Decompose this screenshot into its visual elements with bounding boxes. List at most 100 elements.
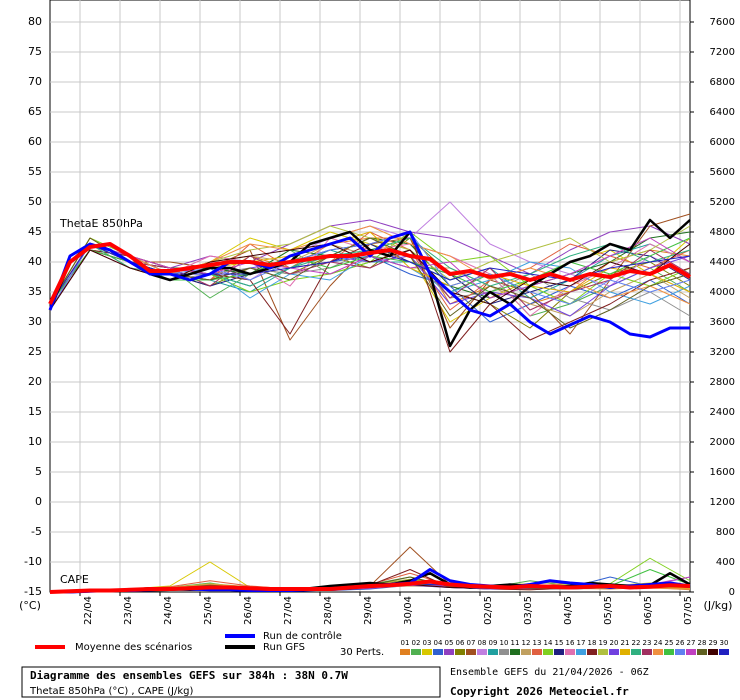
series-line <box>48 242 692 305</box>
x-tick-label: 27/04 <box>283 596 294 625</box>
y-tick-label: 70 <box>28 75 42 88</box>
pert-legend-label: 29 <box>709 639 718 647</box>
x-tick-label: 05/05 <box>603 596 614 625</box>
y2-tick-label: 3200 <box>710 347 735 358</box>
x-tick-label: 04/05 <box>563 596 574 625</box>
y2-tick-label: 2800 <box>710 377 735 388</box>
x-tick-label: 23/04 <box>123 596 134 625</box>
pert-legend-swatch <box>675 649 685 655</box>
pert-legend-swatch <box>554 649 564 655</box>
x-tick-label: 30/04 <box>403 596 414 625</box>
pert-legend-label: 13 <box>533 639 542 647</box>
x-tick-label: 29/04 <box>363 596 374 625</box>
y2-tick-label: 3600 <box>710 317 735 328</box>
y-tick-label: 0 <box>35 495 42 508</box>
pert-legend-swatch <box>642 649 652 655</box>
pert-legend-label: 06 <box>456 639 465 647</box>
pert-legend-label: 21 <box>621 639 630 647</box>
y2-tick-label: 800 <box>716 527 735 538</box>
y-tick-label: 45 <box>28 225 42 238</box>
chart-title: Diagramme des ensembles GEFS sur 384h : … <box>30 669 348 682</box>
pert-legend-label: 16 <box>566 639 575 647</box>
legend-label: Run GFS <box>263 642 305 653</box>
pert-legend-label: 22 <box>632 639 641 647</box>
y2-axis-label: (J/kg) <box>704 599 733 612</box>
x-tick-label: 25/04 <box>203 596 214 625</box>
pert-legend-swatch <box>565 649 575 655</box>
y2-tick-label: 2000 <box>710 437 735 448</box>
y-tick-label: -10 <box>24 555 42 568</box>
y-tick-label: 55 <box>28 165 42 178</box>
pert-legend-label: 10 <box>500 639 509 647</box>
pert-legend-swatch <box>499 649 509 655</box>
y2-tick-label: 7600 <box>710 17 735 28</box>
pert-legend-label: 24 <box>654 639 663 647</box>
pert-legend-swatch <box>510 649 520 655</box>
run-label: Ensemble GEFS du 21/04/2026 - 06Z <box>450 667 649 678</box>
y-tick-label: -5 <box>31 525 42 538</box>
pert-legend-label: 12 <box>522 639 531 647</box>
pert-legend-label: 26 <box>676 639 685 647</box>
pert-legend-label: 03 <box>423 639 432 647</box>
y2-tick-label: 6400 <box>710 107 735 118</box>
x-tick-label: 02/05 <box>483 596 494 625</box>
y-axis-label: (°C) <box>19 599 41 612</box>
pert-legend-swatch <box>697 649 707 655</box>
pert-legend-label: 01 <box>401 639 410 647</box>
y2-tick-label: 6000 <box>710 137 735 148</box>
pert-legend-label: 14 <box>544 639 553 647</box>
y2-tick-label: 5600 <box>710 167 735 178</box>
x-tick-label: 07/05 <box>683 596 694 625</box>
copyright: Copyright 2026 Meteociel.fr <box>450 685 629 698</box>
pert-legend-label: 25 <box>665 639 674 647</box>
x-tick-label: 22/04 <box>83 596 94 625</box>
y-tick-label: 20 <box>28 375 42 388</box>
pert-legend-swatch <box>631 649 641 655</box>
y-tick-label: 15 <box>28 405 42 418</box>
series-line <box>48 218 691 348</box>
pert-legend-label: 19 <box>599 639 608 647</box>
pert-legend-label: 30 <box>720 639 729 647</box>
legend-label: Run de contrôle <box>263 630 342 642</box>
y-tick-label: 5 <box>35 465 42 478</box>
x-tick-label: 24/04 <box>163 596 174 625</box>
y-tick-label: 75 <box>28 45 42 58</box>
perts-label: 30 Perts. <box>340 647 384 658</box>
chart-subtitle: ThetaE 850hPa (°C) , CAPE (J/kg) <box>29 686 193 697</box>
pert-legend-label: 04 <box>434 639 443 647</box>
pert-legend-swatch <box>466 649 476 655</box>
info-box <box>21 666 441 698</box>
y-tick-label: 60 <box>28 135 42 148</box>
y-tick-label: 10 <box>28 435 42 448</box>
pert-legend-swatch <box>521 649 531 655</box>
pert-line <box>49 249 691 311</box>
pert-line <box>49 225 691 305</box>
x-tick-label: 28/04 <box>323 596 334 625</box>
cape-line <box>49 579 691 594</box>
pert-legend-label: 11 <box>511 639 520 647</box>
x-tick-label: 01/05 <box>443 596 454 625</box>
y2-tick-label: 1600 <box>710 467 735 478</box>
pert-legend-label: 18 <box>588 639 597 647</box>
pert-legend-swatch <box>477 649 487 655</box>
pert-legend-swatch <box>587 649 597 655</box>
y2-tick-label: 2400 <box>710 407 735 418</box>
pert-legend-label: 08 <box>478 639 487 647</box>
y-tick-label: 30 <box>28 315 42 328</box>
pert-legend-swatch <box>664 649 674 655</box>
series-line <box>48 230 690 339</box>
pert-legend-swatch <box>609 649 619 655</box>
y2-tick-label: 4400 <box>710 257 735 268</box>
pert-legend-label: 09 <box>489 639 498 647</box>
y-tick-label: 80 <box>28 15 42 28</box>
pert-legend-label: 07 <box>467 639 476 647</box>
pert-legend-swatch <box>433 649 443 655</box>
y2-tick-label: 5200 <box>710 197 735 208</box>
pert-legend-swatch <box>653 649 663 655</box>
pert-legend-label: 05 <box>445 639 454 647</box>
y2-tick-label: 4800 <box>710 227 735 238</box>
pert-legend-swatch <box>411 649 421 655</box>
pert-legend-swatch <box>686 649 696 655</box>
